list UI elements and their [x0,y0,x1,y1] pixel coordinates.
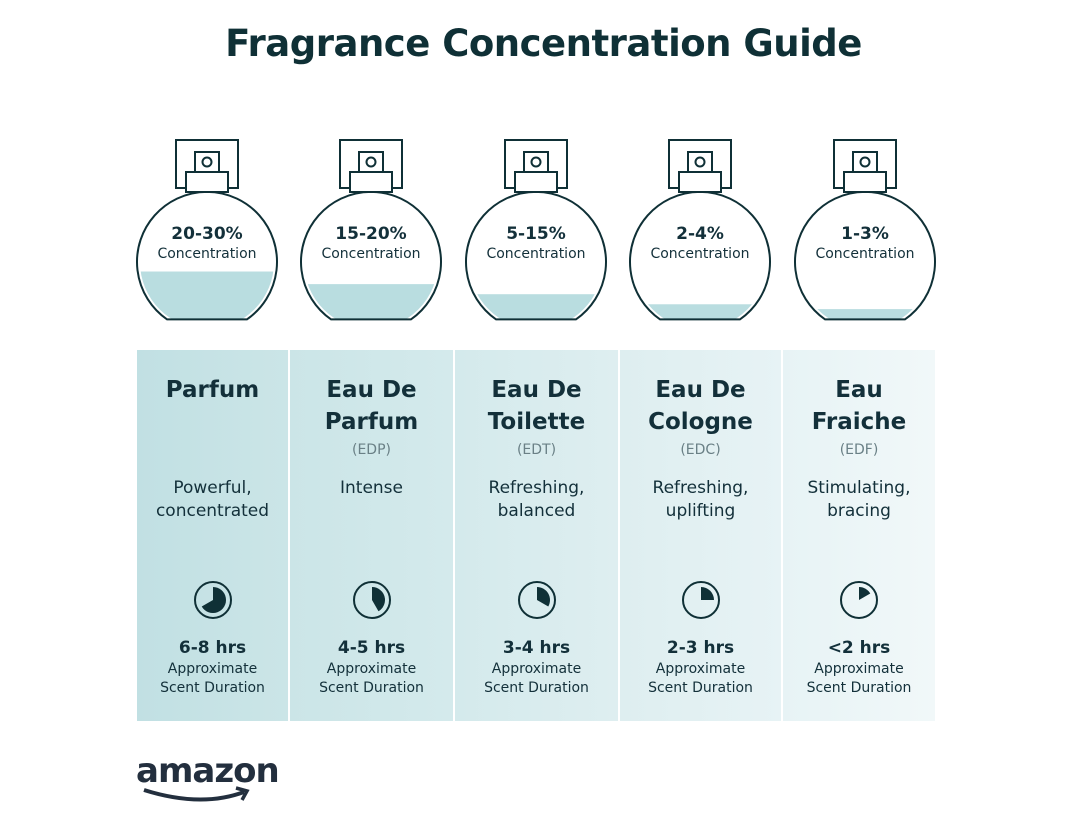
bottle: 15-20% Concentration [296,138,446,333]
concentration-percent: 1-3% [841,224,889,244]
fragrance-name: Eau De Toilette [487,377,586,435]
clock-icon [352,581,391,619]
fragrance-description: Refreshing, uplifting [652,478,749,521]
concentration-percent: 20-30% [171,224,243,244]
bottle: 5-15% Concentration [461,138,611,333]
fragrance-column: Parfum Powerful, concentrated 6-8 hrs Ap… [137,350,288,721]
concentration-label: Concentration [486,246,586,262]
fragrance-column: Eau De Parfum (EDP) Intense 4-5 hrs Appr… [290,350,453,721]
clock-icon [517,581,556,619]
scent-duration-label: Approximate Scent Duration [319,661,424,696]
scent-duration-hours: 4-5 hrs [337,638,406,658]
concentration-label: Concentration [815,246,915,262]
clock-icon [193,581,232,619]
fragrance-column: Eau De Cologne (EDC) Refreshing, uplifti… [620,350,781,721]
scent-duration-hours: 2-3 hrs [666,638,735,658]
concentration-label: Concentration [650,246,750,262]
scent-duration-label: Approximate Scent Duration [648,661,753,696]
liquid-fill [140,271,274,320]
clock-wedge [536,587,550,607]
fragrance-name: Eau Fraiche [811,377,907,435]
liquid-fill [304,284,438,320]
clock-icon [681,581,720,619]
amazon-logo: amazon [136,748,281,808]
bottle: 1-3% Concentration [790,138,940,333]
fragrance-abbr: (EDF) [839,442,879,458]
bottle: 20-30% Concentration [132,138,282,333]
fragrance-abbr: (EDT) [516,442,557,458]
scent-duration-label: Approximate Scent Duration [806,661,912,696]
page-title: Fragrance Concentration Guide [225,22,862,65]
fragrance-name: Eau De Parfum [324,377,419,435]
svg-text:amazon: amazon [136,751,279,791]
fragrance-column: Eau De Toilette (EDT) Refreshing, balanc… [455,350,618,721]
concentration-label: Concentration [321,246,421,262]
clock-icon [840,581,878,619]
scent-duration-label: Approximate Scent Duration [484,661,589,696]
concentration-percent: 15-20% [335,224,407,244]
fragrance-name: Parfum [165,377,260,403]
clock-wedge [859,587,871,600]
scent-duration-hours: <2 hrs [827,638,891,658]
fragrance-description: Powerful, concentrated [155,478,270,521]
fragrance-abbr: (EDP) [352,442,391,458]
fragrance-description: Intense [339,478,403,498]
fragrance-description: Stimulating, bracing [807,478,911,521]
fragrance-column: Eau Fraiche (EDF) Stimulating, bracing <… [783,350,935,721]
bottle: 2-4% Concentration [625,138,775,333]
liquid-fill [633,304,767,320]
scent-duration-hours: 6-8 hrs [178,638,247,658]
scent-duration-hours: 3-4 hrs [502,638,571,658]
clock-wedge [371,587,385,612]
clock-wedge [201,587,226,613]
concentration-percent: 2-4% [676,224,724,244]
fragrance-name: Eau De Cologne [648,377,753,435]
liquid-fill [798,309,932,320]
concentration-percent: 5-15% [506,224,566,244]
scent-duration-label: Approximate Scent Duration [160,661,265,696]
clock-wedge [700,587,714,600]
fragrance-description: Refreshing, balanced [488,478,585,521]
concentration-label: Concentration [157,246,257,262]
fragrance-abbr: (EDC) [680,442,721,458]
